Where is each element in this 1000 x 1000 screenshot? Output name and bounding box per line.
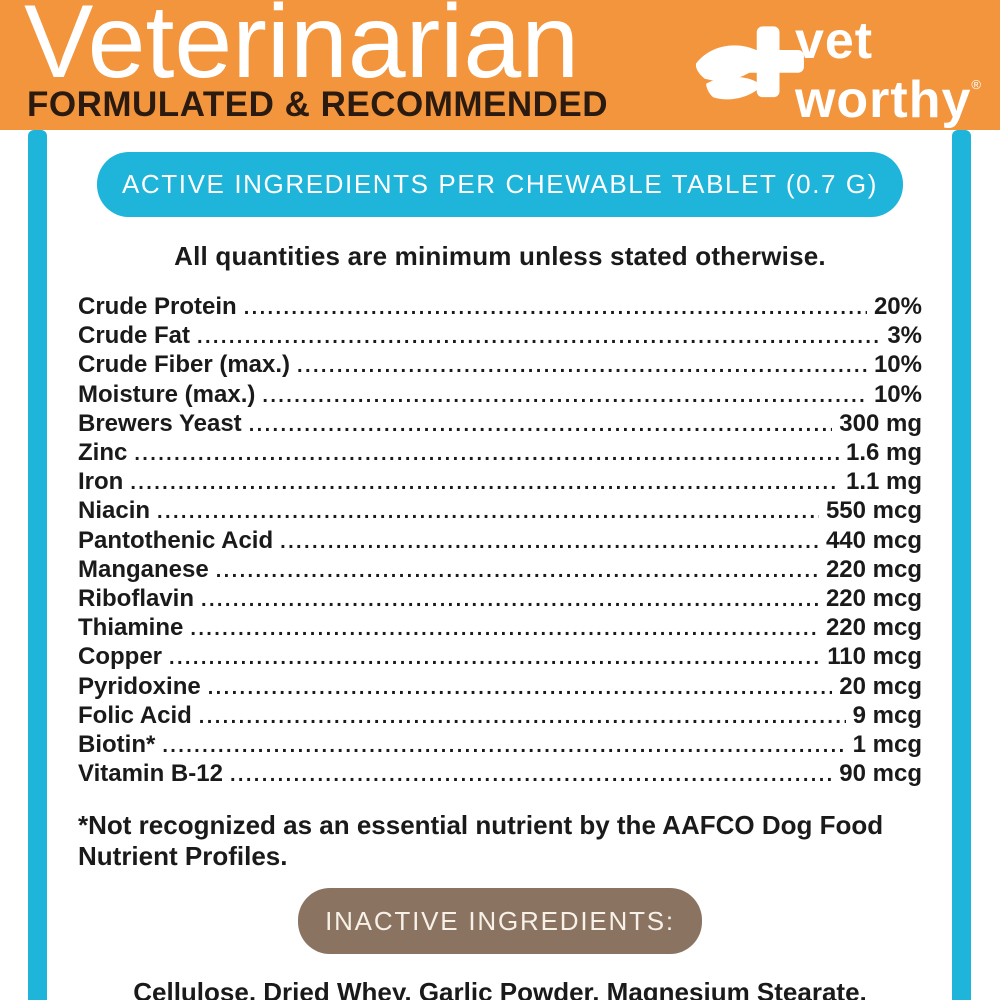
ingredient-name: Riboflavin bbox=[78, 585, 195, 613]
registered-trademark-mark: ® bbox=[971, 77, 982, 92]
inactive-ingredients-heading-pill: INACTIVE INGREDIENTS: bbox=[298, 888, 702, 955]
ingredient-rows: Crude Protein 20% Crude Fat 3% Crude Fib… bbox=[78, 293, 922, 789]
dot-leader bbox=[216, 558, 819, 585]
ingredient-value: 10% bbox=[873, 351, 922, 379]
ingredient-row: Pyridoxine 20 mcg bbox=[78, 673, 922, 702]
ingredient-name: Crude Protein bbox=[78, 293, 237, 320]
active-ingredients-heading-pill: ACTIVE INGREDIENTS PER CHEWABLE TABLET (… bbox=[97, 152, 903, 217]
ingredient-value: 20% bbox=[873, 293, 922, 320]
ingredient-name: Pantothenic Acid bbox=[78, 526, 274, 554]
ingredient-row: Brewers Yeast 300 mg bbox=[78, 410, 922, 439]
dot-leader bbox=[199, 704, 846, 731]
dot-leader bbox=[190, 616, 819, 643]
ingredient-name: Brewers Yeast bbox=[78, 409, 242, 437]
ingredient-value: 220 mcg bbox=[825, 555, 922, 583]
ingredient-name: Crude Fat bbox=[78, 322, 191, 350]
ingredient-value: 1.1 mg bbox=[845, 468, 922, 496]
dot-leader bbox=[134, 441, 839, 468]
ingredient-value: 300 mg bbox=[839, 409, 922, 437]
ingredient-row: Copper 110 mcg bbox=[78, 643, 922, 672]
dot-leader bbox=[208, 675, 833, 702]
logo-wordmark: vet worthy® bbox=[794, 12, 982, 129]
vet-worthy-logo: vet worthy® bbox=[691, 12, 982, 129]
ingredient-name: Crude Fiber (max.) bbox=[78, 351, 291, 379]
dot-leader bbox=[197, 324, 880, 351]
ingredient-row: Moisture (max.) 10% bbox=[78, 381, 922, 410]
ingredient-value: 110 mcg bbox=[827, 643, 922, 671]
dot-leader bbox=[162, 733, 845, 760]
dot-leader bbox=[230, 762, 832, 789]
header-band: Veterinarian FORMULATED & RECOMMENDED ve… bbox=[0, 0, 1000, 130]
ingredient-name: Folic Acid bbox=[78, 701, 192, 729]
ingredient-value: 1.6 mg bbox=[845, 439, 922, 467]
ingredient-value: 10% bbox=[873, 380, 922, 408]
dot-leader bbox=[169, 645, 820, 672]
logo-word-worthy: worthy® bbox=[794, 71, 982, 129]
page-title: Veterinarian bbox=[24, 0, 580, 100]
ingredient-value: 1 mcg bbox=[852, 731, 922, 759]
ingredient-row: Vitamin B-12 90 mcg bbox=[78, 760, 922, 789]
ingredient-name: Biotin* bbox=[78, 731, 156, 759]
ingredient-name: Zinc bbox=[78, 439, 128, 467]
ingredient-name: Moisture (max.) bbox=[78, 380, 256, 408]
dot-leader bbox=[244, 295, 867, 322]
ingredient-row: Iron 1.1 mg bbox=[78, 468, 922, 497]
left-border-stripe bbox=[28, 130, 47, 1000]
ingredient-row: Biotin* 1 mcg bbox=[78, 731, 922, 760]
dot-leader bbox=[262, 383, 867, 410]
ingredient-name: Copper bbox=[78, 643, 162, 671]
dot-leader bbox=[130, 470, 839, 497]
inactive-ingredients-list: Cellulose, Dried Whey, Garlic Powder, Ma… bbox=[133, 977, 867, 1000]
dot-leader bbox=[280, 529, 819, 556]
ingredient-value: 90 mcg bbox=[839, 760, 922, 788]
ingredient-name: Iron bbox=[78, 468, 124, 496]
ingredient-row: Pantothenic Acid 440 mcg bbox=[78, 527, 922, 556]
ingredient-row: Zinc 1.6 mg bbox=[78, 439, 922, 468]
ingredient-row: Thiamine 220 mcg bbox=[78, 614, 922, 643]
dot-leader bbox=[201, 587, 819, 614]
aafco-footnote: *Not recognized as an essential nutrient… bbox=[78, 810, 884, 872]
dot-leader bbox=[297, 353, 867, 380]
ingredient-row: Manganese 220 mcg bbox=[78, 556, 922, 585]
ingredient-name: Thiamine bbox=[78, 614, 184, 642]
ingredient-value: 9 mcg bbox=[852, 701, 922, 729]
quantities-note: All quantities are minimum unless stated… bbox=[174, 241, 826, 271]
ingredient-value: 440 mcg bbox=[825, 526, 922, 554]
ingredient-value: 220 mcg bbox=[825, 614, 922, 642]
dot-leader bbox=[249, 412, 833, 439]
dot-leader bbox=[157, 499, 819, 526]
ingredient-row: Niacin 550 mcg bbox=[78, 497, 922, 526]
ingredient-name: Manganese bbox=[78, 555, 209, 583]
ingredient-value: 3% bbox=[887, 322, 922, 350]
ingredient-row: Crude Fiber (max.) 10% bbox=[78, 351, 922, 380]
ingredient-row: Riboflavin 220 mcg bbox=[78, 585, 922, 614]
ingredient-value: 20 mcg bbox=[839, 672, 922, 700]
ingredient-row: Crude Fat 3% bbox=[78, 322, 922, 351]
label-content: ACTIVE INGREDIENTS PER CHEWABLE TABLET (… bbox=[0, 130, 1000, 1000]
right-border-stripe bbox=[952, 130, 971, 1000]
header-subtitle: FORMULATED & RECOMMENDED bbox=[27, 85, 609, 124]
ingredient-row: Folic Acid 9 mcg bbox=[78, 702, 922, 731]
ingredient-name: Pyridoxine bbox=[78, 672, 201, 700]
ingredient-value: 550 mcg bbox=[825, 497, 922, 525]
ingredient-value: 220 mcg bbox=[825, 585, 922, 613]
leaf-plus-cross-icon bbox=[695, 26, 804, 100]
ingredient-row: Crude Protein 20% bbox=[78, 293, 922, 322]
ingredient-name: Vitamin B-12 bbox=[78, 760, 223, 788]
logo-word-vet: vet bbox=[794, 12, 874, 70]
ingredient-name: Niacin bbox=[78, 497, 151, 525]
